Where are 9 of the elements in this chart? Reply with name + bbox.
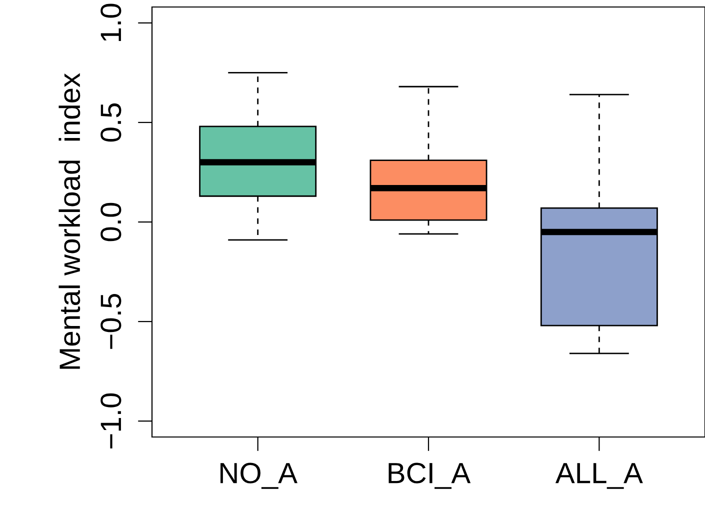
x-tick-label: BCI_A	[388, 462, 471, 489]
y-tick-label: 1.0	[100, 4, 122, 41]
x-tick-label: NO_A	[220, 462, 298, 489]
y-tick-label: −0.5	[100, 294, 122, 349]
x-tick-label: ALL_A	[555, 463, 643, 489]
y-axis-title: Mental workload index	[58, 73, 80, 369]
y-tick-label: 0.0	[100, 202, 122, 242]
y-tick-label: 0.5	[100, 103, 122, 142]
y-tick-label: −1.0	[100, 393, 122, 448]
